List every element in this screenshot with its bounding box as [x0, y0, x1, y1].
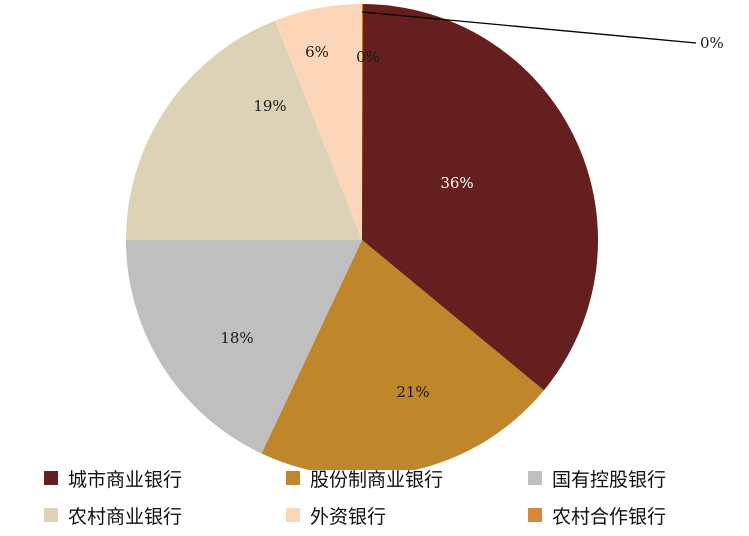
legend-swatch: [286, 471, 300, 485]
legend-label: 农村商业银行: [68, 505, 183, 528]
legend-label: 城市商业银行: [68, 468, 183, 491]
pie-slices: [126, 3, 598, 470]
legend-item: 外资银行: [286, 503, 528, 528]
legend-swatch: [286, 508, 300, 522]
data-label-rural-commercial: 19%: [253, 97, 286, 115]
legend-label: 股份制商业银行: [310, 468, 444, 491]
data-label-foreign: 6%: [305, 43, 329, 61]
legend-label: 农村合作银行: [552, 505, 667, 528]
pie-chart: 36% 21% 18% 19% 6% 0% 0%: [126, 3, 724, 470]
legend-swatch: [528, 508, 542, 522]
legend-swatch: [44, 471, 58, 485]
data-label-rural-cooperative: 0%: [356, 48, 380, 66]
legend-label: 外资银行: [310, 505, 387, 528]
pie-slice-5: [275, 4, 362, 240]
legend-item: 农村合作银行: [528, 503, 744, 528]
legend-item: 城市商业银行: [44, 466, 286, 491]
legend-item: 农村商业银行: [44, 503, 286, 528]
pie-slice-1: [362, 4, 598, 391]
legend: 城市商业银行 股份制商业银行 国有控股银行 农村商业银行 外资银行 农村合作银行: [44, 466, 744, 528]
leader-line: [361, 11, 697, 44]
legend-swatch: [528, 471, 542, 485]
pie-slice-3: [126, 240, 362, 454]
data-label-state-owned: 18%: [220, 329, 253, 347]
legend-item: 股份制商业银行: [286, 466, 528, 491]
pie-slice-6: [362, 3, 363, 240]
data-label-outside: 0%: [700, 34, 724, 52]
legend-label: 国有控股银行: [552, 468, 667, 491]
legend-swatch: [44, 508, 58, 522]
legend-item: 国有控股银行: [528, 466, 744, 491]
pie-slice-2: [261, 240, 544, 470]
data-label-joint-stock: 21%: [396, 383, 429, 401]
pie-slice-4: [126, 20, 362, 240]
data-label-city-commercial: 36%: [440, 174, 473, 192]
